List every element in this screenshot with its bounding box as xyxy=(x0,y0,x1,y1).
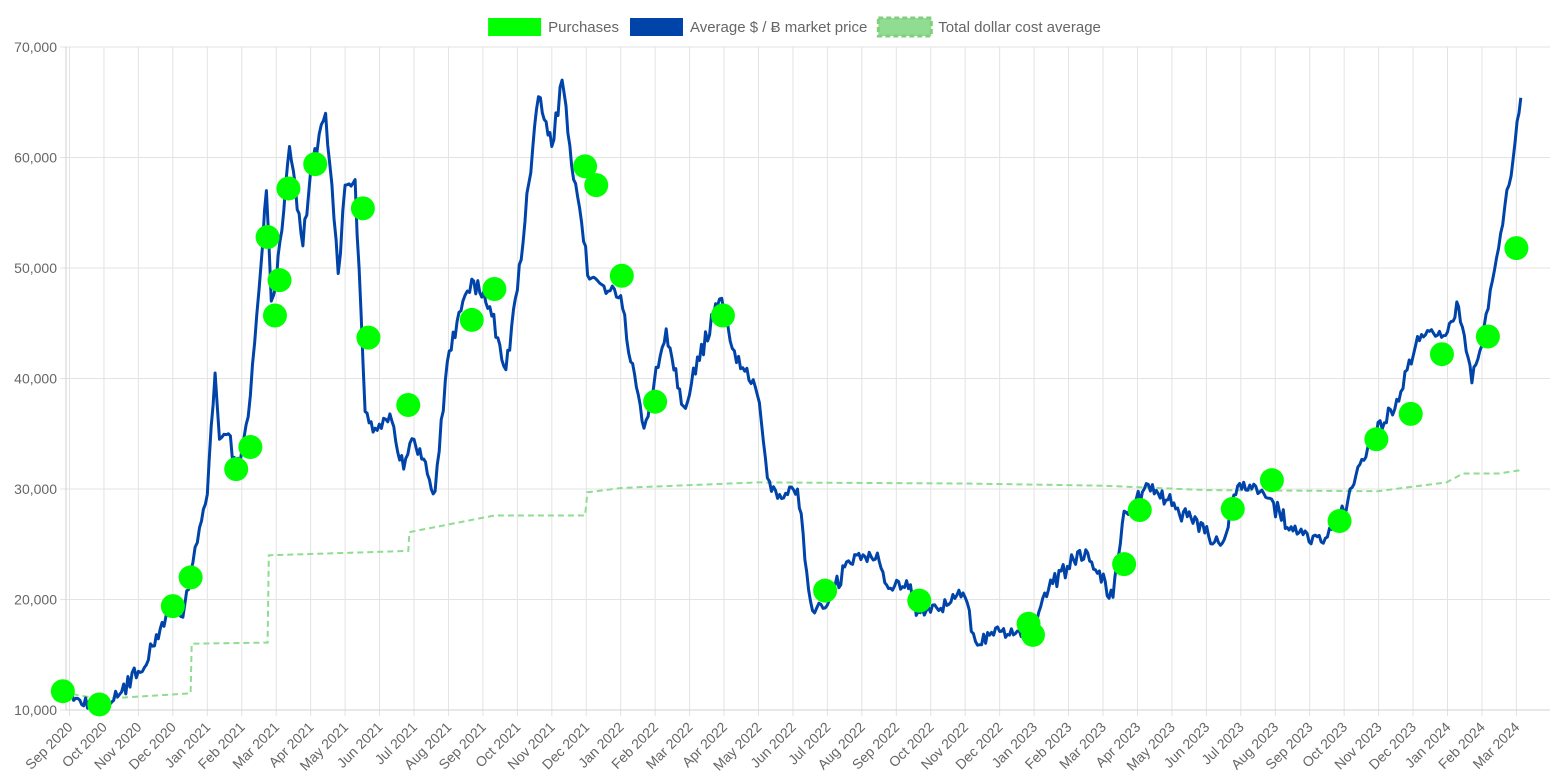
purchase-point xyxy=(907,588,932,613)
purchase-point xyxy=(303,152,328,177)
purchase-point xyxy=(459,307,484,332)
purchase-point xyxy=(238,435,263,460)
purchase-point xyxy=(813,578,838,603)
purchase-point xyxy=(1398,401,1423,426)
purchase-point xyxy=(224,457,249,482)
y-tick-label: 40,000 xyxy=(14,371,57,387)
purchase-point xyxy=(1429,342,1454,367)
series-line-total-dollar-cost-average xyxy=(62,469,1521,701)
purchase-point xyxy=(87,692,112,717)
purchase-point xyxy=(1259,468,1284,493)
purchase-point xyxy=(160,594,185,619)
purchase-point xyxy=(1112,552,1137,577)
purchase-point xyxy=(573,154,598,179)
purchase-point xyxy=(1504,236,1529,261)
purchase-point xyxy=(262,303,287,328)
legend-swatch xyxy=(488,18,542,36)
purchase-point xyxy=(255,225,280,250)
legend-label: Total dollar cost average xyxy=(938,19,1101,36)
purchase-point xyxy=(584,173,609,198)
purchase-point xyxy=(350,196,375,221)
purchase-point xyxy=(1020,622,1045,647)
purchase-point xyxy=(1327,509,1352,534)
legend-swatch xyxy=(629,18,683,36)
purchase-point xyxy=(1127,497,1152,522)
purchase-point xyxy=(178,565,203,590)
purchase-point xyxy=(396,393,421,418)
purchase-point xyxy=(356,325,381,350)
legend-label: Purchases xyxy=(548,19,619,36)
y-tick-label: 70,000 xyxy=(14,39,57,55)
y-tick-label: 30,000 xyxy=(14,481,57,497)
purchase-point xyxy=(643,389,668,414)
purchase-point xyxy=(1364,427,1389,452)
purchase-point xyxy=(276,176,301,201)
chart-legend: Purchases Average $ / Ƀ market price Total… xyxy=(488,16,1101,38)
purchase-point xyxy=(1475,324,1500,349)
series-line-market-price xyxy=(62,78,1523,710)
y-axis: 10,000 20,000 30,000 40,000 50,000 60,000 70,0… xyxy=(14,39,57,718)
chart-plot-area xyxy=(50,78,1529,717)
y-tick-label: 10,000 xyxy=(14,702,57,718)
purchase-point xyxy=(50,679,75,704)
y-tick-label: 60,000 xyxy=(14,150,57,166)
purchase-point xyxy=(482,276,507,301)
legend-swatch xyxy=(876,16,933,38)
purchase-point xyxy=(267,268,292,293)
chart-grid xyxy=(60,46,1550,716)
purchase-point xyxy=(609,263,634,288)
y-tick-label: 20,000 xyxy=(14,592,57,608)
legend-label: Average $ / Ƀ market price xyxy=(690,19,867,36)
purchase-point xyxy=(710,303,735,328)
purchase-point xyxy=(1220,496,1245,521)
y-tick-label: 50,000 xyxy=(14,260,57,276)
